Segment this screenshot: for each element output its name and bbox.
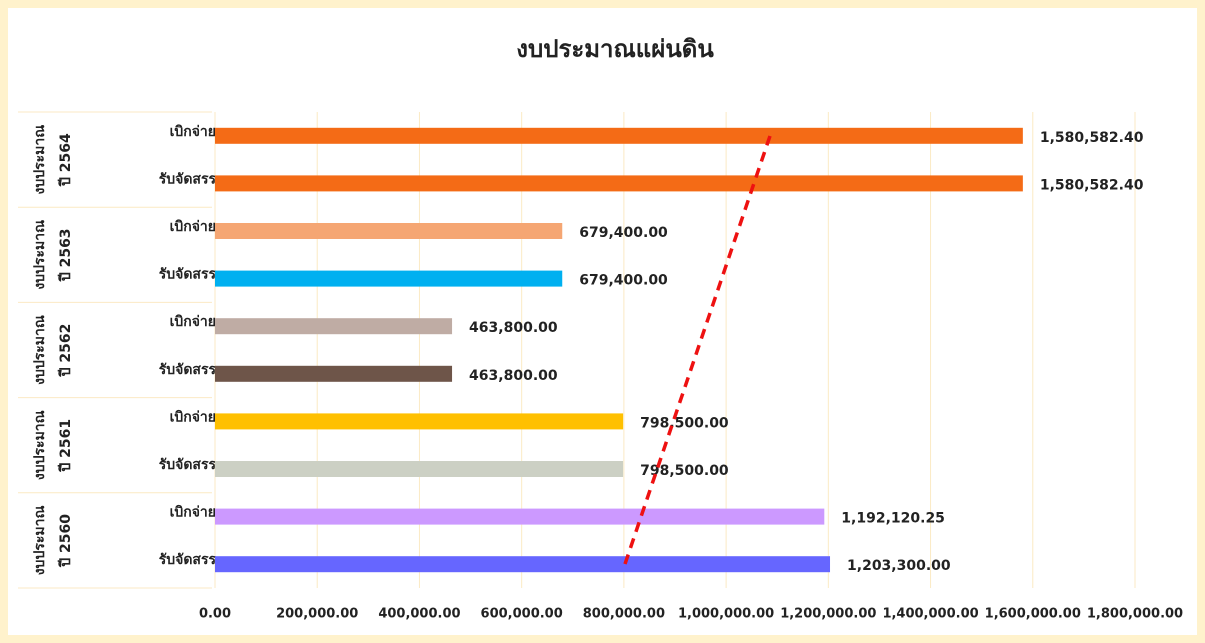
group-label: ปี 2561 (58, 419, 74, 473)
group-label: งบประมาณ (32, 315, 48, 385)
x-tick-label: 0.00 (199, 607, 231, 622)
bar (215, 508, 825, 525)
group-label: ปี 2560 (58, 514, 74, 568)
bar (215, 127, 1023, 144)
data-label: 1,580,582.40 (1040, 177, 1144, 193)
category-label: เบิกจ่าย (170, 409, 216, 425)
data-label: 798,500.00 (640, 463, 729, 479)
data-label: 463,800.00 (469, 320, 558, 336)
group-label: งบประมาณ (32, 506, 48, 576)
x-tick-label: 200,000.00 (276, 607, 358, 622)
category-label: รับจัดสรร (159, 171, 217, 187)
group-label: ปี 2562 (58, 324, 74, 378)
x-tick-label: 1,400,000.00 (882, 607, 978, 622)
data-label: 1,192,120.25 (841, 511, 945, 527)
group-label: งบประมาณ (32, 220, 48, 290)
data-label: 679,400.00 (579, 225, 668, 241)
x-tick-label: 400,000.00 (378, 607, 460, 622)
x-tick-label: 600,000.00 (481, 607, 563, 622)
category-label: รับจัดสรร (159, 552, 217, 568)
group-label: ปี 2563 (58, 228, 74, 282)
category-label: เบิกจ่าย (170, 314, 216, 330)
bar (215, 223, 563, 239)
x-tick-label: 1,600,000.00 (985, 607, 1081, 622)
category-label: เบิกจ่าย (170, 505, 216, 521)
bar (215, 318, 453, 335)
group-label: ปี 2564 (58, 133, 74, 187)
bar (215, 461, 624, 477)
group-label: งบประมาณ (32, 410, 48, 480)
bar (215, 175, 1023, 192)
x-tick-label: 800,000.00 (583, 607, 665, 622)
chart-title: งบประมาณแผ่นดิน (516, 35, 714, 63)
category-label: เบิกจ่าย (170, 219, 216, 235)
bar (215, 365, 453, 382)
category-label: เบิกจ่าย (170, 124, 216, 140)
x-tick-label: 1,000,000.00 (678, 607, 774, 622)
bar (215, 413, 624, 430)
category-label: รับจัดสรร (159, 267, 217, 283)
data-label: 463,800.00 (469, 368, 558, 384)
data-label: 1,580,582.40 (1040, 130, 1144, 146)
x-tick-label: 1,200,000.00 (780, 607, 876, 622)
category-label: รับจัดสรร (159, 362, 217, 378)
bar (215, 270, 563, 287)
x-tick-label: 1,800,000.00 (1087, 607, 1183, 622)
category-label: รับจัดสรร (159, 457, 217, 473)
bar (215, 556, 831, 573)
group-label: งบประมาณ (32, 125, 48, 195)
data-label: 798,500.00 (640, 415, 729, 431)
data-label: 1,203,300.00 (847, 558, 951, 574)
trend-annotation (623, 135, 772, 565)
data-label: 679,400.00 (579, 273, 668, 289)
